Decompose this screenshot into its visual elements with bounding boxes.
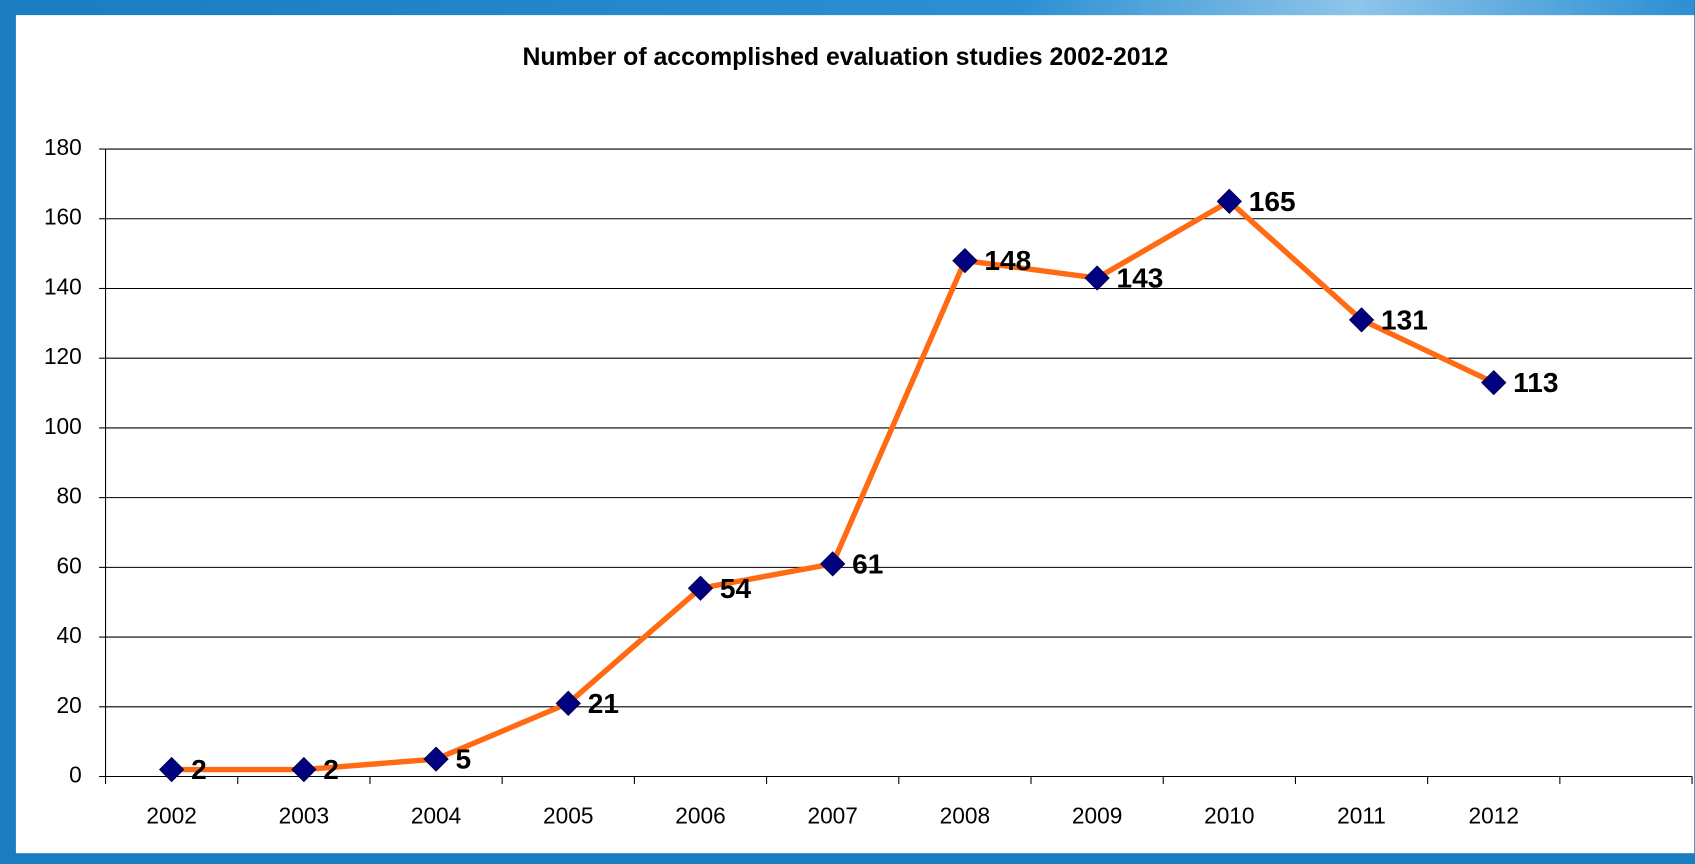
chart-area: [15, 15, 1695, 854]
data-label: 165: [1249, 186, 1296, 217]
y-tick-label: 100: [44, 413, 82, 439]
x-tick-label: 2004: [411, 803, 461, 829]
y-tick-label: 180: [44, 134, 82, 160]
y-tick-label: 0: [69, 762, 82, 788]
y-tick-label: 40: [57, 622, 82, 648]
marker: [1216, 188, 1242, 214]
x-tick-label: 2005: [543, 803, 593, 829]
marker: [952, 247, 978, 274]
data-label: 131: [1381, 304, 1428, 335]
y-tick-label: 60: [57, 552, 82, 578]
marker: [555, 690, 581, 716]
y-tick-label: 80: [57, 483, 82, 509]
data-label: 143: [1117, 263, 1164, 294]
data-label: 21: [588, 688, 619, 719]
x-tick-label: 2011: [1337, 803, 1386, 829]
y-tick-label: 120: [44, 343, 82, 369]
top-bar: [0, 0, 1695, 16]
y-tick-label: 20: [57, 692, 82, 718]
x-tick-label: 2009: [1072, 803, 1122, 829]
marker: [1481, 369, 1507, 396]
marker: [291, 756, 317, 783]
data-label: 5: [456, 744, 472, 775]
marker: [687, 575, 714, 601]
marker: [159, 756, 185, 783]
x-tick-label: 2008: [940, 803, 990, 829]
x-tick-label: 2006: [675, 803, 725, 829]
x-tick-label: 2002: [146, 803, 196, 829]
data-label: 54: [720, 573, 752, 604]
marker: [1084, 265, 1110, 291]
x-tick-label: 2007: [807, 803, 857, 829]
data-label: 148: [984, 245, 1031, 276]
x-tick-label: 2010: [1204, 803, 1254, 829]
y-tick-label: 140: [44, 273, 82, 299]
chart-title: Number of accomplished evaluation studie…: [522, 44, 1168, 71]
x-tick-label: 2003: [279, 803, 329, 829]
x-tick-label: 2012: [1469, 803, 1519, 829]
data-label: 113: [1513, 367, 1558, 398]
marker: [423, 746, 449, 772]
marker: [1348, 307, 1375, 333]
data-label: 2: [323, 754, 339, 785]
data-label: 2: [191, 754, 207, 785]
y-tick-label: 160: [44, 204, 82, 230]
data-label: 61: [852, 548, 883, 579]
marker: [820, 551, 846, 577]
